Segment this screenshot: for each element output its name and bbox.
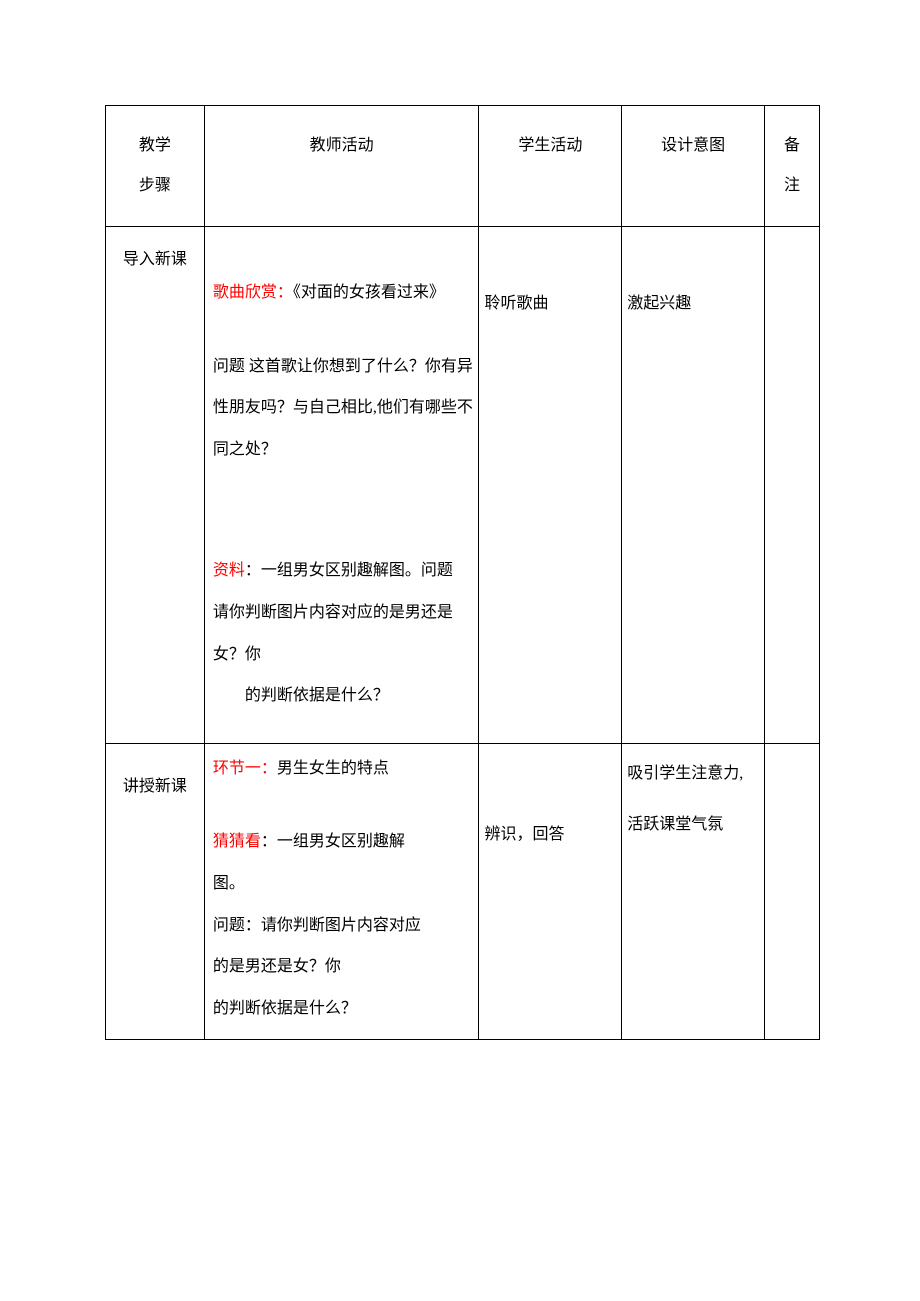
row2-student-text: 辨识，回答 — [484, 826, 564, 843]
row1-intent-text: 激起兴趣 — [627, 295, 691, 312]
row1-step-text: 导入新课 — [123, 251, 187, 268]
row1-intent-cell: 激起兴趣 — [622, 227, 765, 744]
row2-teacher-cell: 环节一：男生女生的特点 猜猜看：一组男女区别趣解图。 问题：请你判断图片内容对应… — [204, 743, 479, 1040]
header-student: 学生活动 — [479, 106, 622, 227]
row1-teacher-l1-red: 歌曲欣赏： — [213, 284, 293, 301]
row1-teacher-l3-rest: ：一组男女区别趣解图。问题 — [245, 562, 453, 579]
spacer — [213, 717, 477, 733]
lesson-plan-table: 教学步骤 教师活动 学生活动 设计意图 备注 导入新课 — [105, 105, 820, 1040]
row1-teacher-line3: 资料：一组男女区别趣解图。问题 — [213, 550, 477, 592]
row1-teacher-line2: 问题 这首歌让你想到了什么？你有异性朋友吗？与自己相比,他们有哪些不同之处？ — [213, 346, 477, 471]
row2-teacher-line3: 问题：请你判断图片内容对应的是男还是女？你 — [213, 905, 474, 988]
row2-teacher-l2-red: 猜猜看 — [213, 833, 261, 850]
header-intent-text: 设计意图 — [661, 137, 725, 154]
row1-student-text: 聆听歌曲 — [484, 295, 548, 312]
header-intent: 设计意图 — [622, 106, 765, 227]
row1-teacher-line1: 歌曲欣赏：《对面的女孩看过来》 — [213, 272, 477, 314]
row-intro: 导入新课 歌曲欣赏：《对面的女孩看过来》 问题 这首歌让你想到了什么？你有异性朋… — [106, 227, 820, 744]
row2-student-cell: 辨识，回答 — [479, 743, 622, 1040]
row1-teacher-l1-rest: 《对面的女孩看过来》 — [293, 284, 445, 301]
row2-step-text: 讲授新课 — [123, 778, 187, 795]
row1-step-cell: 导入新课 — [106, 227, 205, 744]
row2-teacher-line4: 的判断依据是什么？ — [213, 988, 474, 1030]
header-student-text: 学生活动 — [518, 137, 582, 154]
row2-teacher-l1-red: 环节一： — [213, 760, 277, 777]
row1-student-cell: 聆听歌曲 — [479, 227, 622, 744]
document-page: 教学步骤 教师活动 学生活动 设计意图 备注 导入新课 — [0, 0, 920, 1301]
spacer — [213, 518, 477, 550]
header-notes: 备注 — [765, 106, 820, 227]
header-row: 教学步骤 教师活动 学生活动 设计意图 备注 — [106, 106, 820, 227]
row1-teacher-line4: 请你判断图片内容对应的是男还是女？你 — [213, 592, 477, 675]
row1-teacher-line5: 的判断依据是什么？ — [213, 675, 477, 717]
row1-notes-cell — [765, 227, 820, 744]
header-notes-text: 备注 — [784, 137, 800, 194]
row2-intent-text: 吸引学生注意力,活跃课堂气氛 — [627, 765, 743, 833]
row2-step-cell: 讲授新课 — [106, 743, 205, 1040]
row-teach: 讲授新课 环节一：男生女生的特点 猜猜看：一组男女区别趣解图。 问题：请你判断图… — [106, 743, 820, 1040]
header-teacher-text: 教师活动 — [310, 137, 374, 154]
row2-intent-cell: 吸引学生注意力,活跃课堂气氛 — [622, 743, 765, 1040]
header-step-text: 教学步骤 — [139, 137, 171, 194]
row1-teacher-cell: 歌曲欣赏：《对面的女孩看过来》 问题 这首歌让你想到了什么？你有异性朋友吗？与自… — [204, 227, 479, 744]
row2-teacher-line2: 猜猜看：一组男女区别趣解图。 — [213, 821, 474, 904]
row2-teacher-l1-rest: 男生女生的特点 — [277, 760, 389, 777]
row2-teacher-line1: 环节一：男生女生的特点 — [213, 748, 474, 790]
row2-notes-cell — [765, 743, 820, 1040]
spacer — [213, 789, 474, 821]
header-step: 教学步骤 — [106, 106, 205, 227]
header-teacher: 教师活动 — [204, 106, 479, 227]
row1-teacher-l3-red: 资料 — [213, 562, 245, 579]
spacer — [213, 314, 477, 346]
spacer — [213, 470, 477, 518]
